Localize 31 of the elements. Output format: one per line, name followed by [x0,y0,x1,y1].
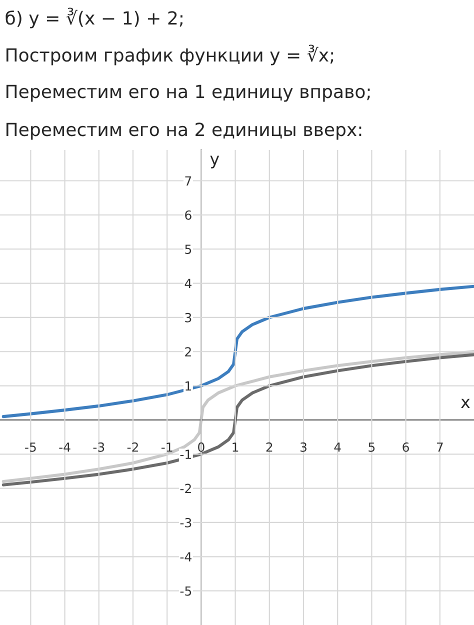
x-tick-label: -1 [161,442,172,452]
x-tick-label: 4 [334,442,341,452]
y-axis-title: y [210,156,220,168]
x-tick-label: 7 [436,442,443,452]
x-tick-label: 1 [232,442,238,452]
chart-title: б) y = ∛(x − 1) + 2; [6,8,182,28]
y-tick-label: 2 [185,347,191,356]
y-tick-label: -2 [180,484,191,494]
x-tick-label: -5 [25,442,36,452]
x-tick-label: 0 [198,442,204,452]
text: Построим график функции y = ∛x; [6,44,334,66]
x-tick-label: 3 [300,442,306,452]
x-tick-label: -4 [59,442,70,452]
y-tick-label: -3 [180,518,192,528]
text: Переместим его на 2 единицы вверх: [6,122,362,140]
y-tick-label: 5 [185,244,192,254]
y-tick-label: 3 [185,312,192,322]
x-tick-label: -2 [127,442,138,452]
y-tick-label: 1 [186,381,192,391]
x-tick-label: 2 [266,442,272,452]
text: Переместим его на 1 единицу вправо; [6,84,370,102]
x-tick-label: -3 [93,442,104,452]
y-tick-label: -5 [180,586,192,596]
y-tick-label: -1 [180,450,192,459]
x-axis-title: x [461,398,470,408]
y-tick-label: 7 [185,176,192,186]
x-tick-label: 5 [368,442,375,452]
y-tick-label: 4 [184,278,192,288]
y-tick-label: 6 [185,210,192,220]
y-tick-label: -4 [180,552,192,562]
x-tick-label: 6 [402,442,409,452]
